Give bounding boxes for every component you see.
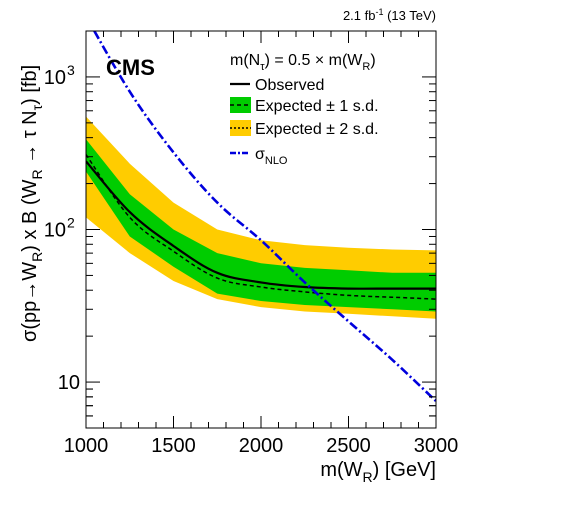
legend-1sd-label: Expected ± 1 s.d. bbox=[255, 98, 379, 115]
x-tick-label: 1500 bbox=[151, 435, 196, 457]
expected-2sd-band bbox=[86, 116, 436, 319]
legend-2sd-label: Expected ± 2 s.d. bbox=[255, 121, 379, 138]
experiment-label: CMS bbox=[106, 55, 155, 80]
x-tick-label: 2500 bbox=[326, 435, 371, 457]
expected-1sd-band bbox=[86, 139, 436, 312]
legend-theory-label: σNLO bbox=[255, 146, 288, 167]
lumi-label: 2.1 fb-1 (13 TeV) bbox=[343, 7, 436, 23]
x-tick-label: 1000 bbox=[64, 435, 109, 457]
y-tick-label: 10 bbox=[58, 372, 80, 394]
x-tick-label: 2000 bbox=[239, 435, 284, 457]
y-tick-label-exponent: 2 bbox=[67, 215, 75, 231]
observed-limit-line bbox=[86, 160, 436, 290]
legend-observed-label: Observed bbox=[255, 77, 324, 94]
x-axis-title: m(WR) [GeV] bbox=[320, 459, 436, 485]
plot-area bbox=[86, 31, 436, 403]
x-tick-label: 3000 bbox=[414, 435, 459, 457]
y-axis-title: σ(pp→WR) x B (WR → τ Nτ) [fb] bbox=[19, 65, 45, 342]
legend: Observed Expected ± 1 s.d. Expected ± 2 … bbox=[230, 77, 379, 167]
axis-ticks bbox=[85, 30, 437, 429]
theory-xsec-line bbox=[92, 31, 436, 403]
expected-median-line bbox=[86, 154, 436, 300]
y-tick-label-exponent: 3 bbox=[67, 62, 75, 78]
legend-2sd-swatch bbox=[230, 120, 251, 136]
model-label: m(Nτ) = 0.5 × m(WR) bbox=[230, 52, 376, 73]
y-tick-label: 10 bbox=[44, 220, 66, 242]
y-tick-label: 10 bbox=[44, 67, 66, 89]
